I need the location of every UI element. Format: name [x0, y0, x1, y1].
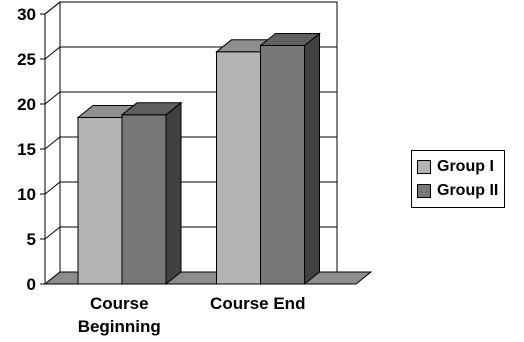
y-tick-label: 25	[17, 50, 36, 69]
bar-top	[259, 33, 321, 46]
bar-1-series-2	[120, 101, 183, 286]
gridline	[44, 1, 337, 15]
y-tick-label: 0	[27, 275, 36, 294]
legend-label-group-1: Group I	[437, 158, 494, 175]
legend-item-group-2: Group II	[417, 179, 498, 203]
legend-swatch-group-1	[417, 160, 431, 174]
bar-front	[77, 117, 123, 285]
legend-swatch-group-2	[417, 184, 431, 198]
legend: Group I Group II	[411, 150, 506, 208]
bar-top	[120, 102, 183, 116]
y-axis: 0 5 10 15 20 25 30	[17, 5, 46, 294]
bar-side	[304, 32, 320, 286]
bar-2-series-2	[259, 32, 321, 286]
legend-item-group-1: Group I	[417, 155, 498, 179]
y-tick-label: 5	[27, 230, 36, 249]
legend-label-group-2: Group II	[437, 182, 499, 199]
bar-front	[260, 45, 305, 285]
y-tick-label: 30	[17, 5, 36, 24]
x-axis-labels: Course Beginning Course End	[78, 294, 306, 336]
x-tick-label: Course Beginning	[78, 294, 161, 336]
bars	[76, 32, 321, 286]
y-tick-label: 10	[17, 185, 36, 204]
bar-side	[165, 101, 182, 286]
y-tick-label: 20	[17, 95, 36, 114]
bar-front	[216, 51, 261, 285]
x-tick-label: Course End	[210, 294, 305, 313]
bar-front	[121, 114, 167, 285]
y-tick-label: 15	[17, 140, 36, 159]
